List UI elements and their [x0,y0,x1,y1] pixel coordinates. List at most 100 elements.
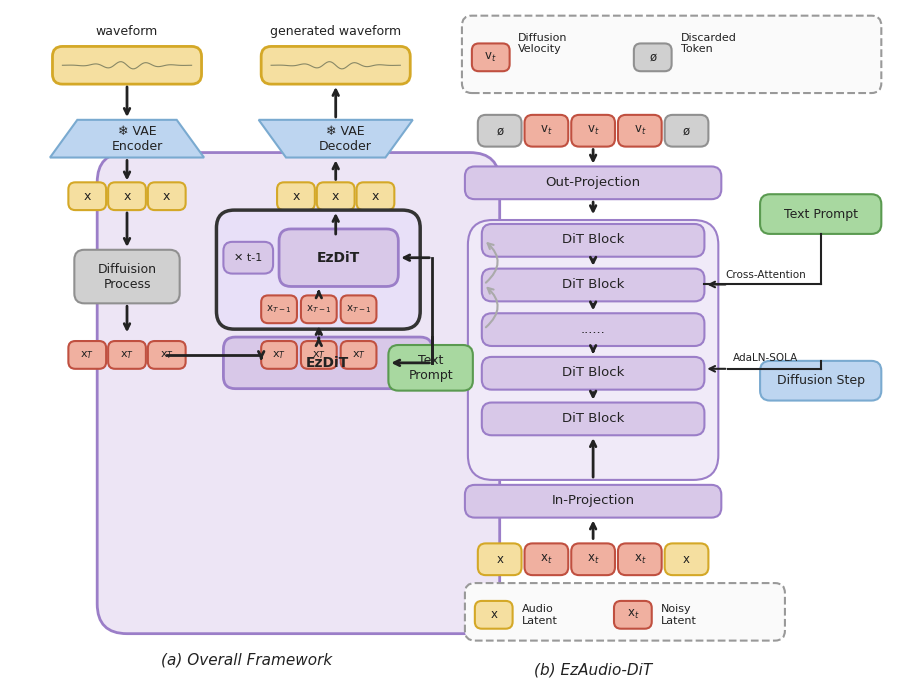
Text: x$_t$: x$_t$ [587,553,599,566]
FancyBboxPatch shape [389,345,473,390]
Text: ø: ø [496,124,503,138]
FancyBboxPatch shape [148,341,185,369]
Text: EzDiT: EzDiT [306,356,349,370]
FancyBboxPatch shape [482,269,705,301]
FancyBboxPatch shape [261,341,297,369]
FancyBboxPatch shape [261,46,410,84]
FancyBboxPatch shape [478,543,522,575]
FancyBboxPatch shape [301,341,337,369]
Text: x$_T$: x$_T$ [120,349,134,361]
Text: Text
Prompt: Text Prompt [409,354,453,382]
FancyBboxPatch shape [75,249,180,303]
Text: waveform: waveform [96,25,158,38]
Text: AdaLN-SOLA: AdaLN-SOLA [734,353,798,363]
Text: Out-Projection: Out-Projection [545,176,641,189]
FancyBboxPatch shape [618,115,662,146]
FancyBboxPatch shape [261,296,297,323]
FancyBboxPatch shape [525,543,568,575]
Text: x: x [292,190,300,202]
Text: x$_T$: x$_T$ [80,349,94,361]
Text: DiT Block: DiT Block [562,234,625,247]
FancyBboxPatch shape [475,601,513,629]
FancyBboxPatch shape [279,229,399,287]
Text: ......: ...... [580,323,606,336]
FancyBboxPatch shape [525,115,568,146]
FancyBboxPatch shape [356,182,394,210]
FancyBboxPatch shape [482,313,705,346]
FancyBboxPatch shape [341,341,376,369]
Text: (b) EzAudio-DiT: (b) EzAudio-DiT [534,663,652,678]
Text: x$_t$: x$_t$ [626,608,639,621]
Text: v$_t$: v$_t$ [484,50,497,64]
FancyBboxPatch shape [482,403,705,435]
FancyBboxPatch shape [223,242,273,274]
FancyBboxPatch shape [465,167,721,199]
FancyBboxPatch shape [223,337,432,388]
FancyBboxPatch shape [301,296,337,323]
FancyBboxPatch shape [317,182,355,210]
FancyBboxPatch shape [465,583,785,641]
FancyBboxPatch shape [760,361,881,401]
FancyBboxPatch shape [108,182,146,210]
Text: x$_T$: x$_T$ [272,349,286,361]
Text: Noisy
Latent: Noisy Latent [661,604,697,625]
FancyBboxPatch shape [97,153,500,634]
Text: DiT Block: DiT Block [562,412,625,425]
Text: x$_T$: x$_T$ [352,349,365,361]
Text: v$_t$: v$_t$ [587,124,599,138]
FancyBboxPatch shape [482,224,705,257]
Text: x$_T$: x$_T$ [160,349,174,361]
FancyBboxPatch shape [148,182,185,210]
Text: x: x [84,190,91,202]
Text: Discarded
Token: Discarded Token [680,32,736,55]
Text: x: x [332,190,339,202]
FancyBboxPatch shape [217,210,420,329]
Text: x$_{T-1}$: x$_{T-1}$ [306,303,331,315]
Text: (a) Overall Framework: (a) Overall Framework [160,653,332,668]
FancyBboxPatch shape [618,543,662,575]
Text: In-Projection: In-Projection [552,494,634,507]
Text: DiT Block: DiT Block [562,278,625,291]
FancyBboxPatch shape [634,44,671,71]
FancyBboxPatch shape [482,357,705,390]
Text: ❄ VAE
Encoder: ❄ VAE Encoder [112,124,163,153]
Polygon shape [258,120,413,158]
Text: x$_t$: x$_t$ [634,553,646,566]
Text: Diffusion Step: Diffusion Step [777,375,865,387]
Text: ø: ø [649,51,656,64]
FancyBboxPatch shape [68,182,106,210]
Text: Diffuision
Process: Diffuision Process [97,263,157,290]
FancyBboxPatch shape [462,16,881,93]
Polygon shape [50,120,204,158]
FancyBboxPatch shape [52,46,202,84]
Text: x: x [372,190,379,202]
Text: x: x [123,190,130,202]
FancyBboxPatch shape [572,115,615,146]
FancyBboxPatch shape [468,220,718,480]
Text: EzDiT: EzDiT [317,251,360,265]
FancyBboxPatch shape [108,341,146,369]
FancyBboxPatch shape [572,543,615,575]
Text: x$_{T-1}$: x$_{T-1}$ [346,303,372,315]
Text: Cross-Attention: Cross-Attention [725,269,806,280]
Text: ❄ VAE
Decoder: ❄ VAE Decoder [320,124,372,153]
Text: v$_t$: v$_t$ [634,124,646,138]
Text: x$_T$: x$_T$ [312,349,326,361]
Text: x: x [163,190,170,202]
Text: x: x [491,608,497,621]
Text: ✕ t-1: ✕ t-1 [234,253,263,263]
FancyBboxPatch shape [472,44,509,71]
FancyBboxPatch shape [341,296,376,323]
Text: x: x [496,553,503,566]
Text: generated waveform: generated waveform [270,25,401,38]
Text: DiT Block: DiT Block [562,366,625,379]
FancyBboxPatch shape [665,115,708,146]
FancyBboxPatch shape [665,543,708,575]
FancyBboxPatch shape [277,182,315,210]
Text: x$_{T-1}$: x$_{T-1}$ [266,303,292,315]
Text: Text Prompt: Text Prompt [784,207,858,220]
Text: x: x [683,553,690,566]
Text: ø: ø [683,124,690,138]
Text: Audio
Latent: Audio Latent [522,604,557,625]
FancyBboxPatch shape [614,601,652,629]
